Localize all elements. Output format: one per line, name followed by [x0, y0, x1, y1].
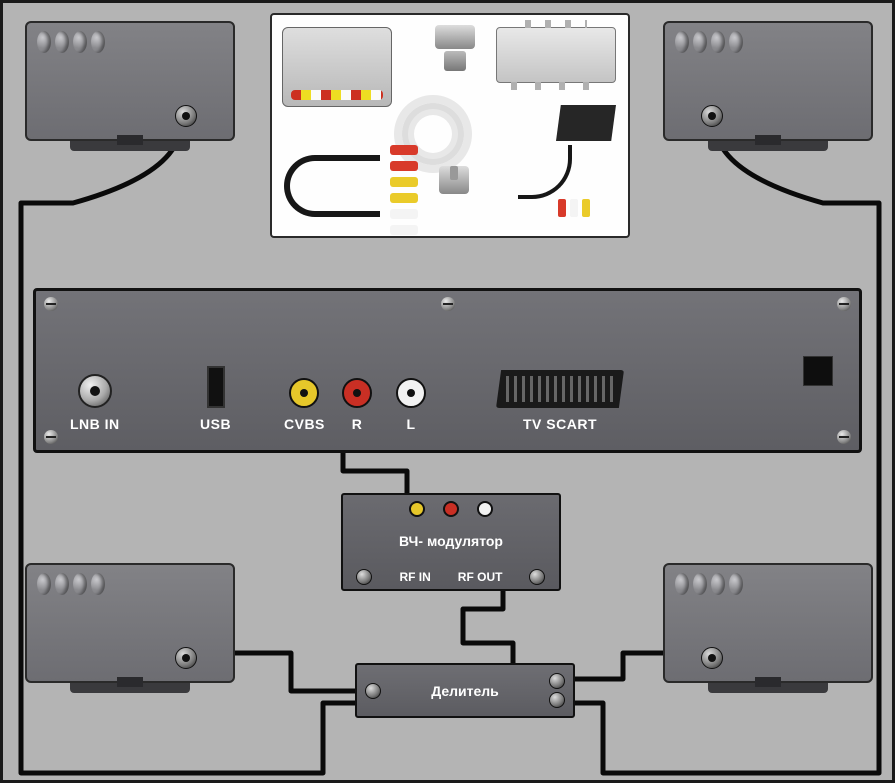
- rf-out-label: RF OUT: [458, 570, 503, 584]
- tv-bottom-left: [25, 563, 235, 703]
- cvbs-label: CVBS: [284, 416, 325, 432]
- rf-mod-title: ВЧ- модулятор: [343, 533, 559, 549]
- splitter-out1-port: [549, 673, 565, 689]
- splitter-out2-port: [549, 692, 565, 708]
- scart-to-rca-icon: [498, 145, 588, 215]
- accessories-panel: [270, 13, 630, 238]
- f-connector-icon: [430, 25, 480, 77]
- rf-out-port: [529, 569, 545, 585]
- usb-port: [207, 366, 225, 408]
- diagram-canvas: LNB IN USB CVBS R L TV SCART: [0, 0, 895, 783]
- rca-cable-icon: [284, 145, 414, 215]
- satellite-receiver: LNB IN USB CVBS R L TV SCART: [33, 288, 862, 453]
- ir-window: [803, 356, 833, 386]
- rf-amplifier-icon: [282, 27, 392, 107]
- scart-port: [496, 370, 624, 408]
- scart-label: TV SCART: [496, 416, 624, 432]
- usb-label: USB: [200, 416, 231, 432]
- mod-audio-r-in: [443, 501, 459, 517]
- tv-bottom-right: [663, 563, 873, 703]
- pal-adapter-icon: [432, 180, 476, 220]
- rf-in-port: [356, 569, 372, 585]
- splitter-label: Делитель: [357, 683, 573, 699]
- mod-cvbs-in: [409, 501, 425, 517]
- l-label: L: [396, 416, 426, 432]
- four-way-splitter-icon: [496, 27, 616, 83]
- audio-r-port: [342, 378, 372, 408]
- rf-modulator: ВЧ- модулятор RF IN RF OUT: [341, 493, 561, 591]
- rf-in-label: RF IN: [399, 570, 430, 584]
- scart-plug-icon: [556, 105, 616, 141]
- coax-splitter: Делитель: [355, 663, 575, 718]
- tv-top-left: [25, 21, 235, 161]
- lnb-in-port: [78, 374, 112, 408]
- audio-l-port: [396, 378, 426, 408]
- r-label: R: [342, 416, 372, 432]
- mod-audio-l-in: [477, 501, 493, 517]
- tv-top-right: [663, 21, 873, 161]
- cvbs-port: [289, 378, 319, 408]
- lnb-label: LNB IN: [70, 416, 120, 432]
